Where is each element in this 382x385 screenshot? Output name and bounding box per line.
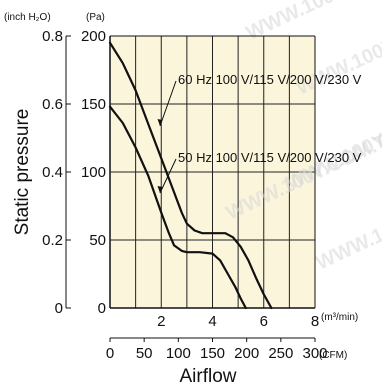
x-axis-title: Airflow bbox=[179, 366, 236, 385]
y-tick-label: 200 bbox=[81, 28, 106, 45]
y-tick-label: 0 bbox=[98, 300, 106, 317]
y2-tick-label: 0.8 bbox=[42, 28, 63, 45]
x2-tick-label: 150 bbox=[200, 345, 225, 362]
x-unit-label: (m³/min) bbox=[321, 312, 358, 323]
y2-tick-label: 0.6 bbox=[42, 96, 63, 113]
axes: 0 50 100 150 200 0 0.2 0.4 0.6 0.8 2 4 6 8 0 50 100 150 20… bbox=[42, 28, 327, 362]
y-unit-label: (Pa) bbox=[86, 12, 105, 23]
x-tick-label: 2 bbox=[157, 313, 165, 330]
series-layer bbox=[108, 41, 273, 310]
series-label-50hz: 50 Hz 100 V/115 V/200 V/230 V bbox=[178, 150, 362, 165]
series-line-60hz bbox=[108, 41, 273, 310]
x-tick-label: 6 bbox=[260, 313, 268, 330]
x-tick-label: 8 bbox=[311, 313, 319, 330]
y2-tick-label: 0.4 bbox=[42, 164, 63, 181]
series-line-50hz bbox=[108, 105, 247, 310]
x2-unit-label: (CFM) bbox=[319, 350, 347, 361]
y2-unit-label: (inch H₂O) bbox=[4, 12, 51, 23]
y-tick-label: 150 bbox=[81, 96, 106, 113]
x2-tick-label: 50 bbox=[136, 345, 153, 362]
y-tick-label: 100 bbox=[81, 164, 106, 181]
y-tick-label: 50 bbox=[89, 232, 106, 249]
watermark-text: WWW.100Y.COM.TW bbox=[313, 172, 382, 274]
grid bbox=[110, 36, 315, 308]
leader-50hz-arrow bbox=[157, 186, 163, 193]
series-label-60hz: 60 Hz 100 V/115 V/200 V/230 V bbox=[178, 72, 362, 87]
x-tick-label: 4 bbox=[208, 313, 216, 330]
leader-50hz bbox=[159, 158, 177, 194]
leader-60hz-arrow bbox=[157, 119, 163, 126]
y2-tick-label: 0 bbox=[55, 300, 63, 317]
y2-tick-label: 0.2 bbox=[42, 232, 63, 249]
x2-tick-label: 200 bbox=[234, 345, 259, 362]
x2-tick-label: 300 bbox=[302, 345, 327, 362]
x2-tick-label: 0 bbox=[106, 345, 114, 362]
x2-tick-label: 250 bbox=[268, 345, 293, 362]
x2-tick-label: 100 bbox=[166, 345, 191, 362]
y-axis-title: Static pressure bbox=[12, 109, 33, 236]
leader-60hz bbox=[159, 80, 177, 127]
